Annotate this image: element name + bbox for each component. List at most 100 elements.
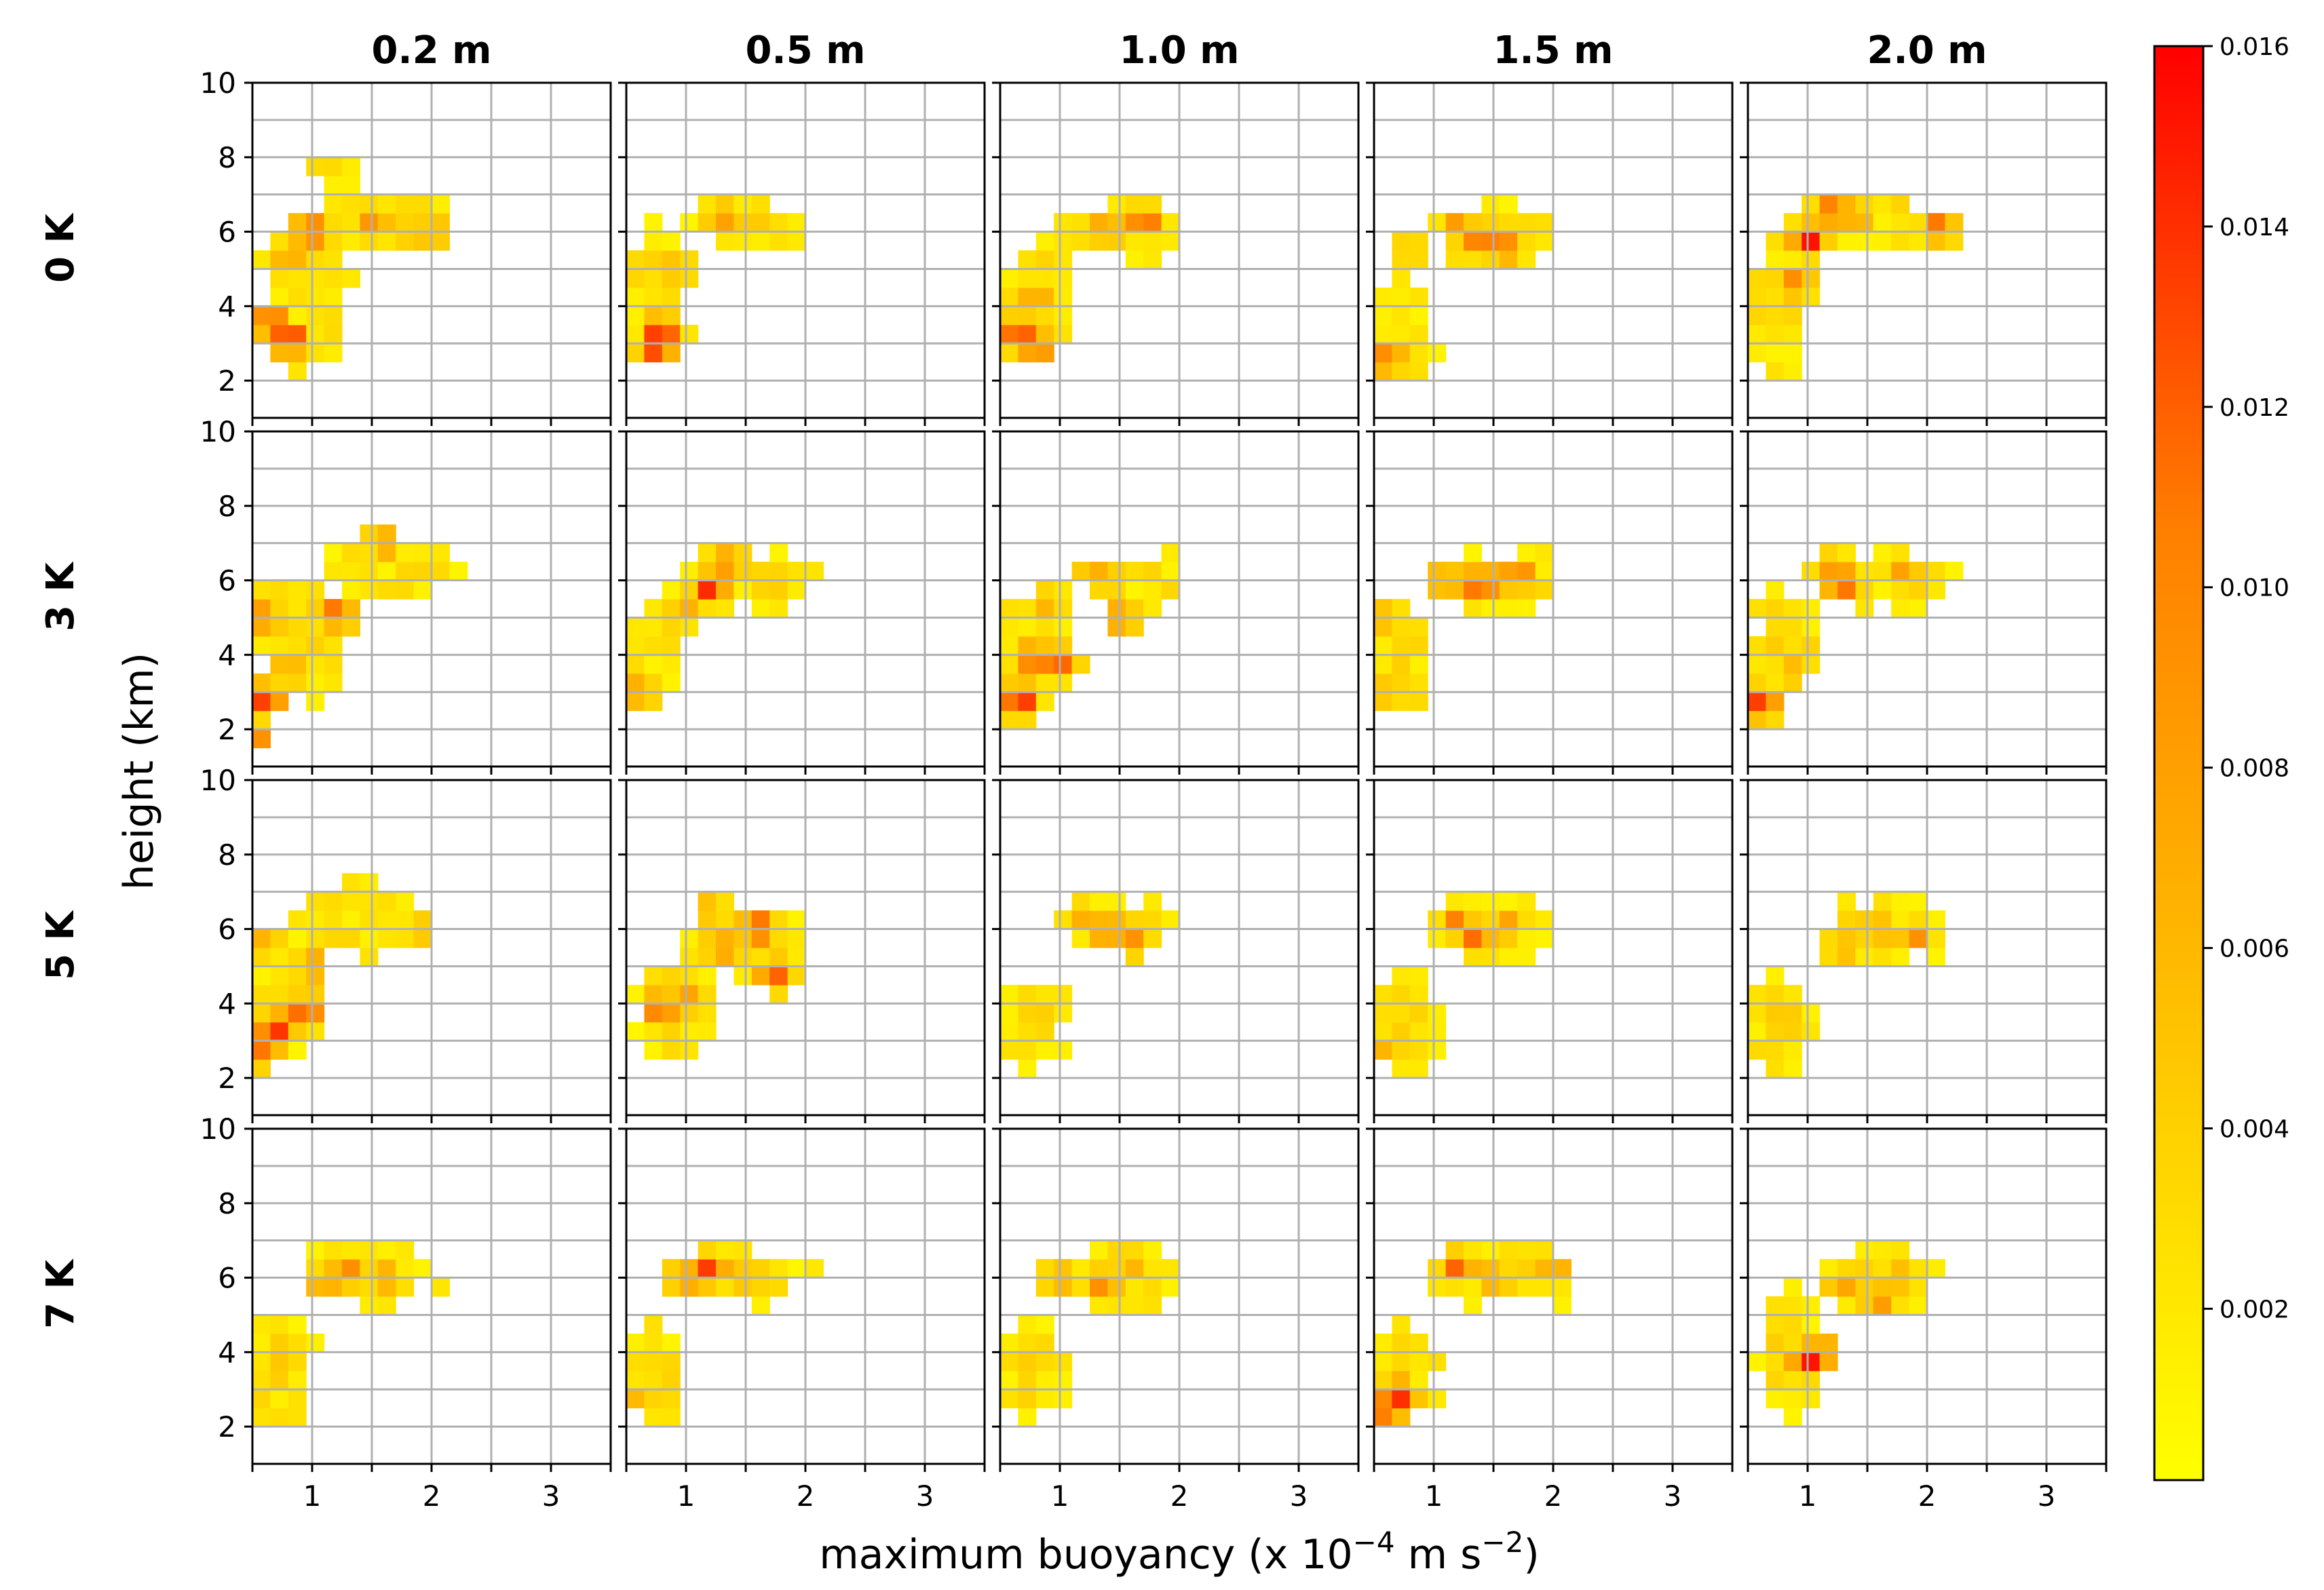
heatmap-cell [1766, 269, 1785, 288]
heatmap-cell [1819, 562, 1838, 581]
heatmap-cell [377, 562, 396, 581]
heatmap-cell [1428, 1389, 1447, 1409]
row-title-0: 0 K [39, 212, 83, 282]
heatmap-cell [1891, 213, 1910, 233]
heatmap-cell [1392, 1389, 1411, 1409]
heatmap-cell [288, 343, 307, 363]
heatmap-cell [396, 1277, 415, 1297]
heatmap-cell [1374, 1333, 1392, 1353]
column-title-3: 1.5 m [1493, 28, 1613, 73]
heatmap-cell [1143, 599, 1162, 618]
heatmap-cell [716, 562, 734, 581]
heatmap-cell [769, 910, 788, 930]
heatmap-cell [1766, 1296, 1785, 1315]
heatmap-cell [1837, 213, 1856, 233]
heatmap-cell [716, 891, 734, 911]
panel-r2-c1 [618, 779, 986, 1123]
heatmap-cell [306, 692, 325, 712]
heatmap-cell [787, 966, 806, 986]
heatmap-cell [1392, 1408, 1411, 1427]
heatmap-cell [1891, 1296, 1910, 1315]
heatmap-cell [449, 562, 468, 581]
colorbar: 0.002 0.004 0.006 0.008 0.010 0.012 0.014 0.016 [2153, 33, 2289, 1481]
heatmap-cell [270, 1389, 289, 1409]
heatmap-cell [769, 543, 788, 562]
heatmap-cell [1535, 231, 1554, 251]
heatmap-cell [1783, 362, 1802, 381]
heatmap-cell [1445, 1240, 1464, 1260]
heatmap-cell [1107, 891, 1126, 911]
heatmap-cell [1535, 929, 1554, 948]
heatmap-cell [1891, 910, 1910, 930]
heatmap-cell [1143, 929, 1162, 948]
x-tick-label: 2 [1170, 1479, 1189, 1513]
heatmap-cell [1909, 929, 1928, 948]
heatmap-cell [1428, 1352, 1447, 1372]
heatmap-cell [1392, 306, 1411, 326]
heatmap-cell [734, 948, 753, 967]
heatmap-cell [306, 343, 325, 363]
heatmap-cell [1783, 1296, 1802, 1315]
heatmap-cell [1090, 910, 1108, 930]
heatmap-cell [1802, 231, 1821, 251]
x-tick-label: 1 [1425, 1479, 1443, 1513]
heatmap-cell [1837, 231, 1856, 251]
heatmap-cell [1143, 580, 1162, 600]
heatmap-cell [1090, 891, 1108, 911]
panel-r2-c0: 2 4 6 8 10 [200, 764, 612, 1123]
heatmap-cell [270, 1041, 289, 1060]
x-axis-label-exponent: −4 [1353, 1526, 1395, 1559]
heatmap-cell [716, 580, 734, 600]
heatmap-cell [1499, 948, 1518, 967]
heatmap-cell [1000, 324, 1018, 344]
heatmap-cell [1071, 213, 1090, 233]
heatmap-cell [1909, 891, 1928, 911]
heatmap-cell [1392, 1059, 1411, 1079]
heatmap-cell [1945, 213, 1964, 233]
panel-r2-c2 [992, 779, 1360, 1123]
heatmap-cell [1499, 194, 1518, 214]
heatmap-cell [1409, 1022, 1428, 1041]
heatmap-cell [1766, 984, 1785, 1004]
heatmap-cell [1481, 891, 1500, 911]
heatmap-cell [734, 910, 753, 930]
heatmap-cell [1054, 231, 1073, 251]
heatmap-cell [734, 543, 753, 562]
heatmap-cell [1090, 1277, 1108, 1297]
heatmap-cell [716, 910, 734, 930]
heatmap-cell [644, 1389, 663, 1409]
heatmap-cell [1035, 269, 1054, 288]
heatmap-cell [1445, 929, 1464, 948]
heatmap-cell [1783, 1389, 1802, 1409]
heatmap-cell [680, 599, 699, 618]
heatmap-cell [644, 231, 663, 251]
heatmap-cell [360, 580, 379, 600]
heatmap-cell [1125, 1296, 1144, 1315]
heatmap-cell [252, 1333, 271, 1353]
heatmap-cell [716, 948, 734, 967]
heatmap-cell [1018, 1315, 1037, 1334]
heatmap-cell [1802, 1296, 1821, 1315]
heatmap-cell [662, 984, 681, 1004]
heatmap-cell [1018, 984, 1037, 1004]
panel-r0-c1 [618, 81, 986, 426]
heatmap-cell [1018, 617, 1037, 637]
heatmap-cell [1409, 966, 1428, 986]
heatmap-cell [1054, 673, 1073, 693]
heatmap-cell [396, 213, 415, 233]
heatmap-cell [1855, 194, 1874, 214]
heatmap-cell [1481, 948, 1500, 967]
heatmap-cell [324, 929, 343, 948]
heatmap-cell [1374, 343, 1392, 363]
heatmap-cell [1374, 636, 1392, 655]
x-axis-label-units: m s [1395, 1531, 1482, 1578]
panel-r3-c1: 1 2 3 [618, 1127, 986, 1513]
heatmap-cell [1819, 1259, 1838, 1279]
heatmap-cell [1035, 1003, 1054, 1023]
heatmap-cell [698, 1240, 717, 1260]
heatmap-cell [377, 213, 396, 233]
heatmap-cell [787, 580, 806, 600]
panel-r1-c3 [1366, 430, 1734, 775]
heatmap-cell [252, 1389, 271, 1409]
heatmap-cell [396, 1259, 415, 1279]
